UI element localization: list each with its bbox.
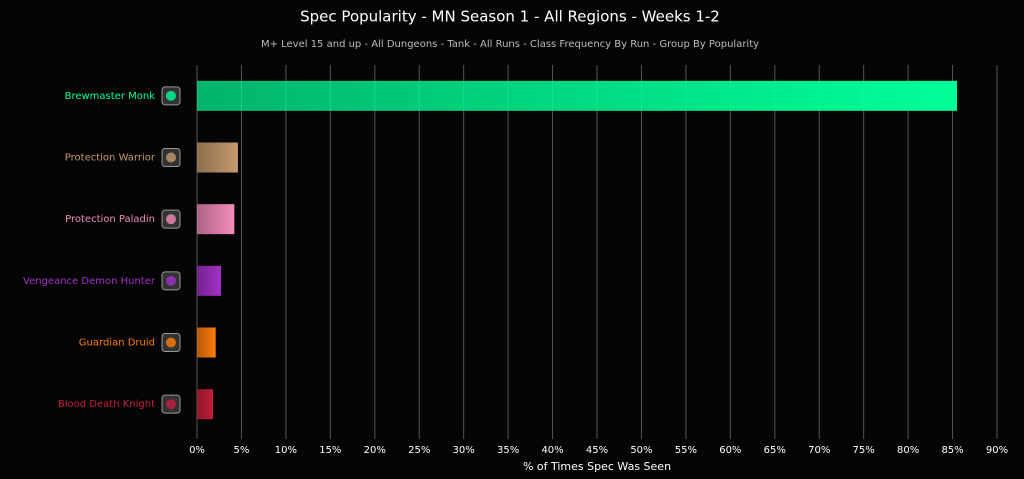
x-tick-label: 5%	[234, 445, 250, 456]
spec-icon-glyph	[166, 214, 176, 225]
y-tick-label: Brewmaster Monk	[65, 91, 156, 102]
x-tick-label: 15%	[319, 445, 341, 456]
bar	[197, 389, 213, 420]
x-tick-label: 70%	[808, 445, 830, 456]
spec-icon-glyph	[166, 90, 176, 101]
y-tick-label: Protection Paladin	[65, 214, 155, 225]
x-tick-label: 0%	[189, 445, 205, 456]
x-tick-label: 80%	[897, 445, 919, 456]
x-axis-label: % of Times Spec Was Seen	[523, 460, 671, 473]
x-tick-label: 65%	[764, 445, 786, 456]
x-tick-label: 20%	[364, 445, 386, 456]
y-tick-label: Blood Death Knight	[58, 399, 155, 410]
x-tick-label: 10%	[275, 445, 297, 456]
spec-icon-glyph	[166, 152, 176, 163]
x-tick-label: 60%	[719, 445, 741, 456]
spec-icon-glyph	[166, 337, 176, 348]
bar	[197, 80, 957, 111]
x-tick-label: 90%	[986, 445, 1008, 456]
chart-subtitle: M+ Level 15 and up - All Dungeons - Tank…	[261, 39, 759, 50]
spec-icon-glyph	[166, 399, 176, 410]
y-tick-label: Guardian Druid	[79, 338, 155, 349]
chart-title: Spec Popularity - MN Season 1 - All Regi…	[300, 8, 720, 26]
bar	[197, 204, 235, 235]
x-tick-label: 50%	[630, 445, 652, 456]
spec-icon-glyph	[166, 275, 176, 286]
y-tick-label: Protection Warrior	[65, 153, 156, 164]
bar	[197, 142, 238, 173]
x-tick-label: 45%	[586, 445, 608, 456]
bar	[197, 327, 216, 358]
x-tick-label: 30%	[453, 445, 475, 456]
x-tick-label: 25%	[408, 445, 430, 456]
y-tick-label: Vengeance Demon Hunter	[23, 276, 156, 287]
x-tick-label: 85%	[941, 445, 963, 456]
x-tick-label: 55%	[675, 445, 697, 456]
x-tick-label: 35%	[497, 445, 519, 456]
bar	[197, 265, 221, 296]
x-tick-label: 40%	[541, 445, 563, 456]
x-tick-label: 75%	[853, 445, 875, 456]
